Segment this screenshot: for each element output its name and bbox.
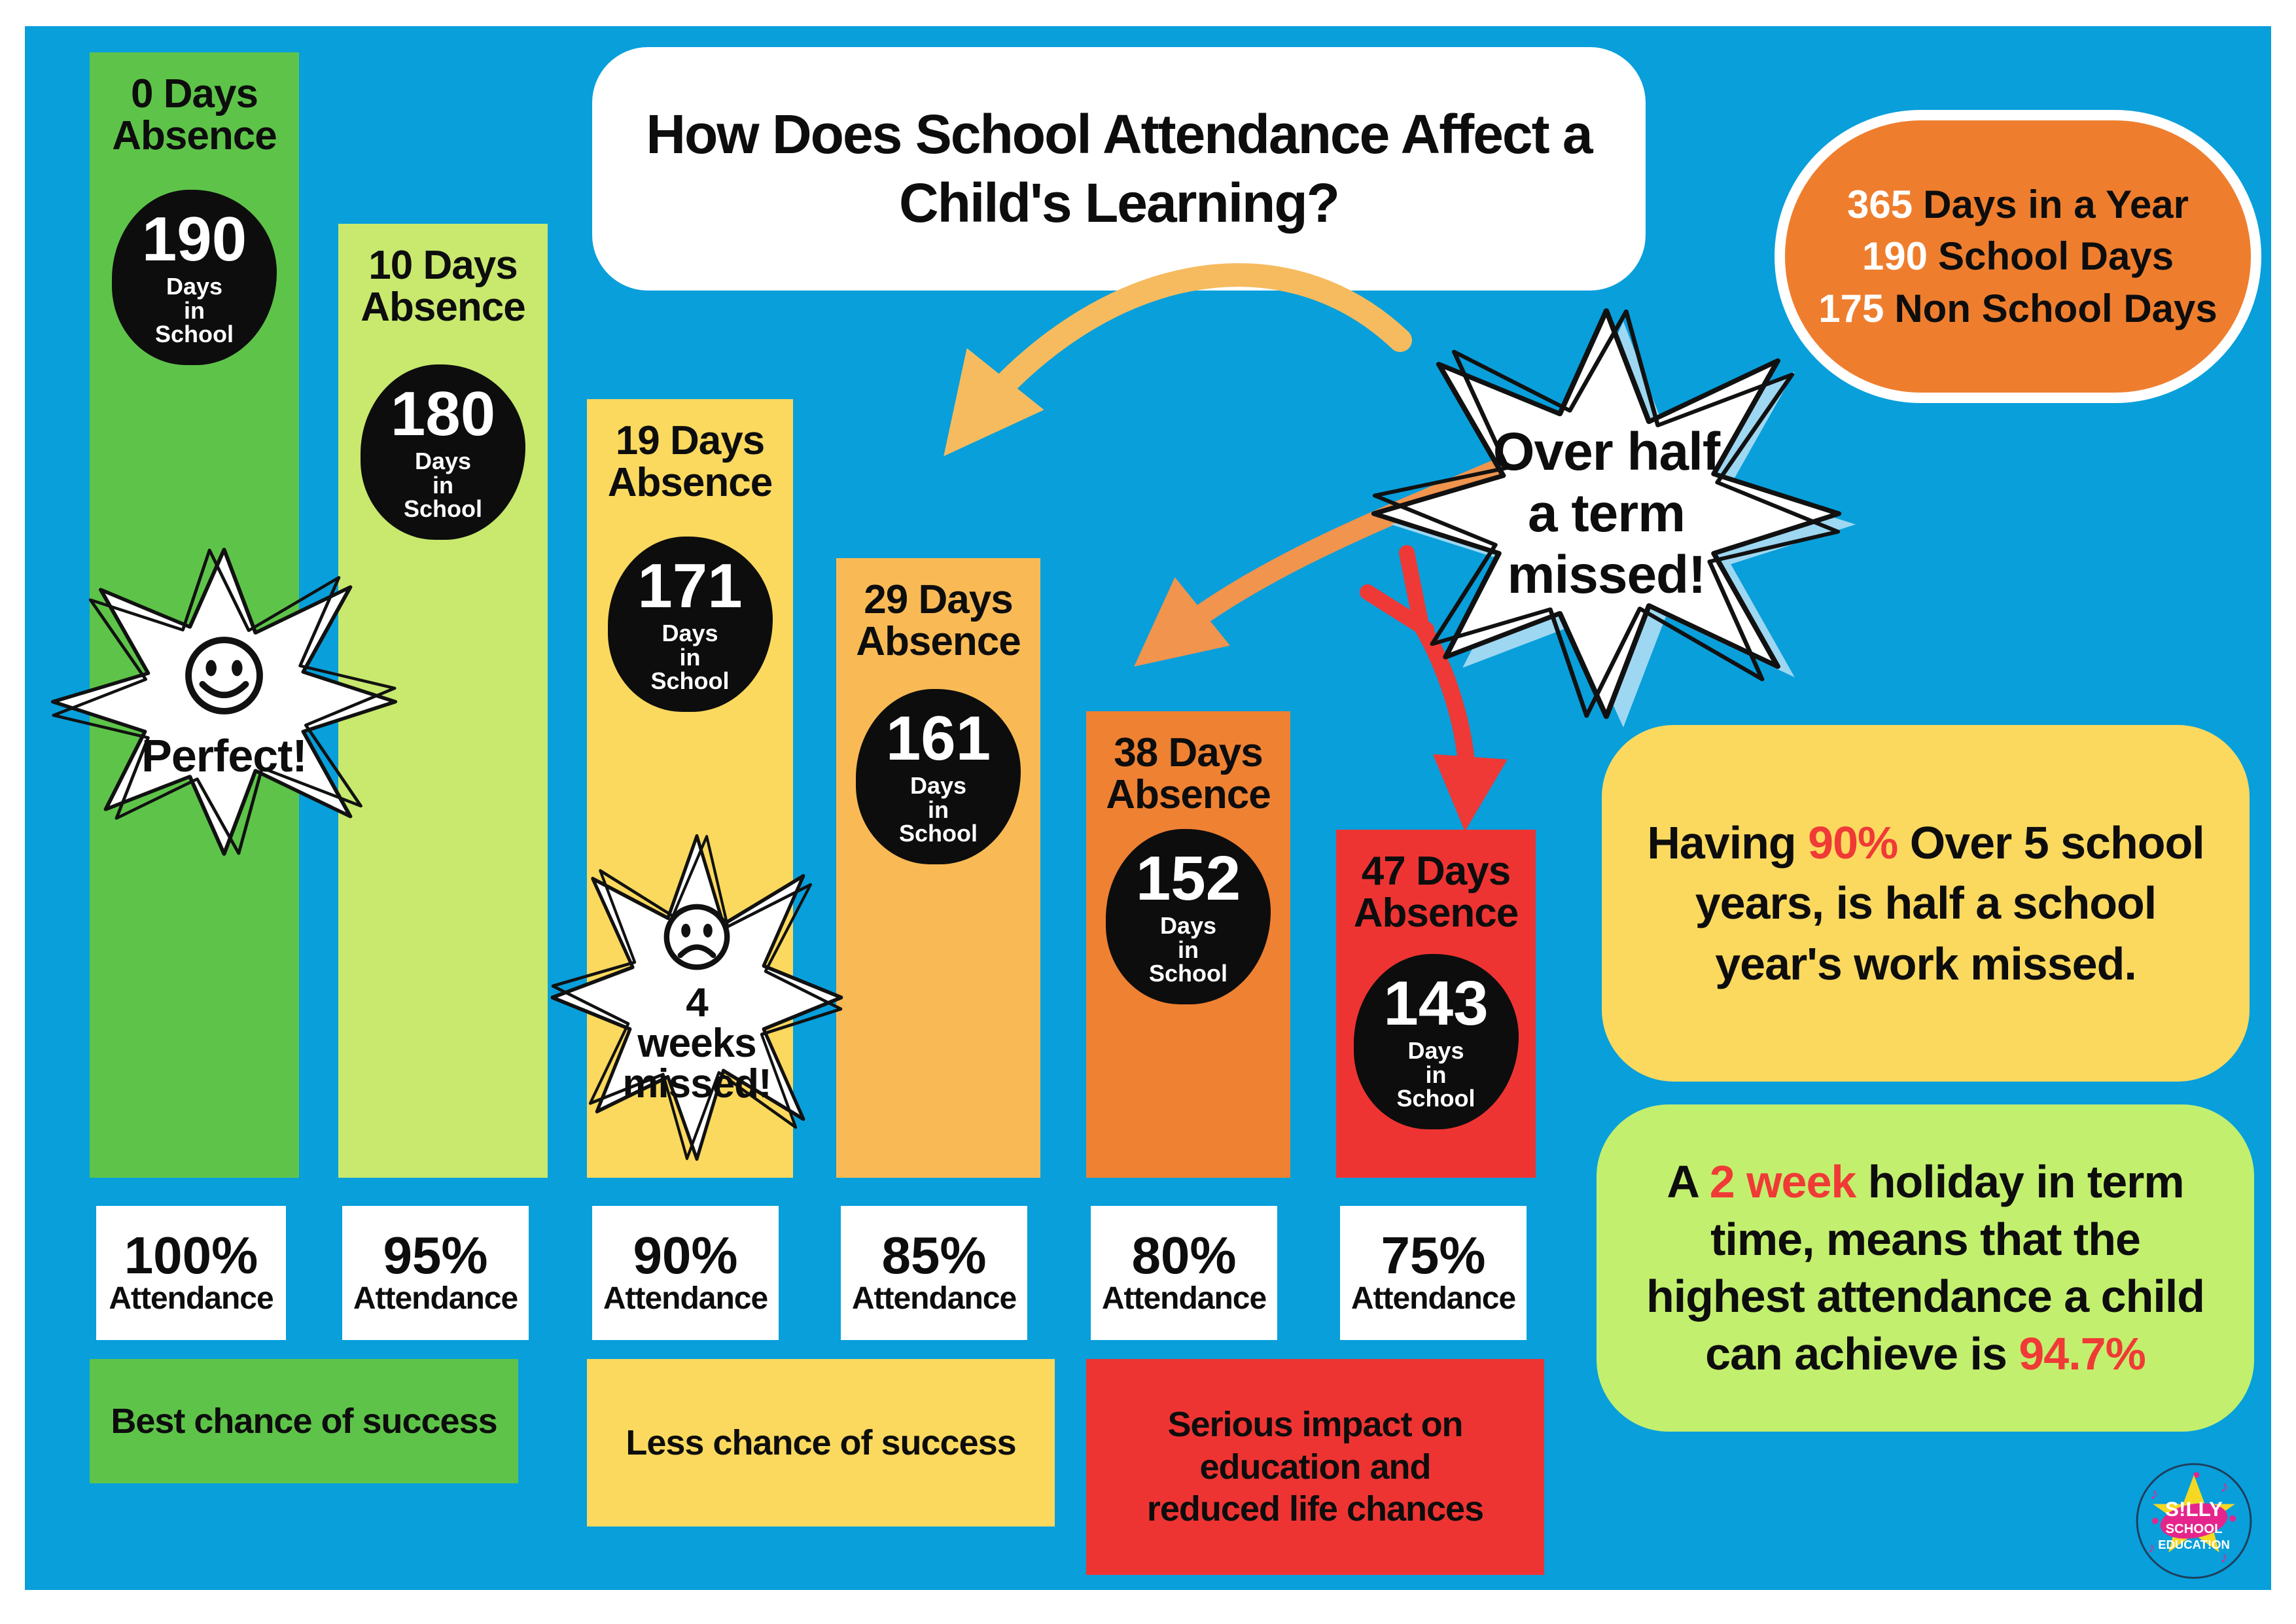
attendance-value: 85% — [881, 1226, 987, 1285]
bar-29-days-absence: 29 Days Absence 161 Days in School — [836, 558, 1040, 1178]
year-summary-row: 175 Non School Days — [1818, 283, 2217, 334]
happy-face-icon — [185, 637, 263, 715]
year-days-value: 365 — [1847, 183, 1913, 227]
bar-absence-label: 47 Days Absence — [1353, 849, 1519, 936]
category-serious-impact: Serious impact on education and reduced … — [1086, 1359, 1544, 1575]
days-in-school-value: 190 — [141, 203, 247, 274]
attendance-label: Attendance — [603, 1281, 768, 1316]
logo-splat — [2160, 1503, 2228, 1539]
days-in-school-badge: 143 Days in School — [1353, 954, 1519, 1129]
attendance-value: 75% — [1381, 1226, 1486, 1285]
attendance-label: Attendance — [851, 1281, 1017, 1316]
attendance-box-80: 80% Attendance — [1091, 1206, 1277, 1340]
music-note-icon: ♪ — [2221, 1478, 2229, 1496]
perfect-label: Perfect! — [141, 730, 308, 781]
days-in-school-value: 171 — [637, 550, 743, 621]
star-sketch-outline — [551, 834, 843, 1161]
days-in-school-badge: 171 Days in School — [607, 537, 773, 712]
non-school-days-value: 175 — [1818, 286, 1884, 330]
attendance-value: 100% — [124, 1226, 258, 1285]
star-sketch-outline — [1372, 309, 1841, 718]
days-in-school-value: 161 — [885, 703, 991, 773]
bar-47-days-absence: 47 Days Absence 143 Days in School — [1336, 830, 1536, 1178]
days-in-school-badge: 161 Days in School — [856, 689, 1021, 864]
four-weeks-missed-content: 4 weeks missed! — [546, 826, 847, 1169]
category-less-chance: Less chance of success — [587, 1359, 1055, 1527]
note-90-percent-text: Having 90% Over 5 school years, is half … — [1647, 817, 2204, 989]
days-in-school-label: Days in School — [154, 272, 234, 348]
year-days-label: Days in a Year — [1923, 183, 2189, 227]
music-note-icon: ♪ — [2150, 1485, 2158, 1503]
attendance-value: 90% — [633, 1226, 738, 1285]
bar-absence-label: 19 Days Absence — [607, 418, 773, 506]
half-term-missed-star: Over half a term missed! — [1364, 298, 1856, 730]
attendance-label: Attendance — [109, 1281, 274, 1316]
perfect-star: Perfect! — [46, 540, 402, 864]
attendance-box-90: 90% Attendance — [592, 1206, 779, 1340]
non-school-days-label: Non School Days — [1894, 286, 2217, 330]
attendance-box-100: 100% Attendance — [96, 1206, 286, 1340]
logo-line-2: SCHOOL — [2165, 1522, 2222, 1536]
days-in-school-label: Days in School — [403, 447, 482, 523]
bar-38-days-absence: 38 Days Absence 152 Days in School — [1086, 711, 1290, 1178]
star-burst — [1371, 308, 1842, 719]
bar-absence-label: 29 Days Absence — [856, 577, 1021, 665]
days-in-school-badge: 190 Days in School — [112, 190, 277, 365]
attendance-label: Attendance — [353, 1281, 518, 1316]
days-in-school-value: 152 — [1135, 843, 1241, 913]
music-note-icon: ♪ — [2221, 1549, 2228, 1565]
page-title: How Does School Attendance Affect a Chil… — [592, 47, 1646, 291]
days-in-school-badge: 152 Days in School — [1106, 829, 1271, 1004]
silly-school-education-logo: ♪ ♪ ♪ ♪ S!LLY SCHOOL EDUCAT!ON — [2132, 1460, 2256, 1581]
attendance-label: Attendance — [1101, 1281, 1267, 1316]
days-in-school-value: 180 — [390, 378, 496, 449]
days-in-school-badge: 180 Days in School — [361, 364, 525, 540]
category-best-chance: Best chance of success — [90, 1359, 518, 1483]
star-burst — [550, 834, 843, 1161]
bar-10-days-absence: 10 Days Absence 180 Days in School — [338, 224, 548, 1178]
days-in-school-label: Days in School — [650, 619, 730, 695]
attendance-label: Attendance — [1351, 1281, 1516, 1316]
note-2-week-holiday-text: A 2 week holiday in term time, means tha… — [1646, 1156, 2205, 1379]
attendance-value: 95% — [383, 1226, 488, 1285]
attendance-box-75: 75% Attendance — [1340, 1206, 1527, 1340]
note-2-week-holiday: A 2 week holiday in term time, means tha… — [1597, 1104, 2254, 1432]
half-term-missed-text: Over half a term missed! — [1492, 421, 1720, 605]
highlight-90: 90% — [1808, 817, 1898, 868]
bar-absence-label: 38 Days Absence — [1106, 730, 1271, 818]
perfect-star-content: Perfect! — [46, 540, 402, 864]
logo-line-3: EDUCAT!ON — [2158, 1538, 2230, 1551]
four-weeks-missed-star: 4 weeks missed! — [546, 826, 847, 1169]
year-summary-row: 365 Days in a Year — [1847, 179, 2189, 230]
bar-absence-label: 0 Days Absence — [112, 71, 277, 159]
attendance-box-95: 95% Attendance — [342, 1206, 529, 1340]
year-summary-row: 190 School Days — [1862, 230, 2174, 282]
school-days-value: 190 — [1862, 234, 1928, 279]
days-in-school-label: Days in School — [1396, 1036, 1475, 1112]
school-days-label: School Days — [1937, 234, 2174, 279]
star-sketch-outline — [52, 548, 397, 855]
attendance-box-85: 85% Attendance — [841, 1206, 1027, 1340]
note-90-percent: Having 90% Over 5 school years, is half … — [1602, 725, 2250, 1082]
music-note-icon: ♪ — [2148, 1540, 2155, 1556]
days-in-school-label: Days in School — [898, 771, 978, 847]
bar-absence-label: 10 Days Absence — [361, 243, 525, 330]
logo-line-1: S!LLY — [2165, 1498, 2223, 1521]
days-in-school-value: 143 — [1383, 968, 1489, 1038]
highlight-94-7: 94.7% — [2019, 1328, 2146, 1379]
attendance-value: 80% — [1131, 1226, 1237, 1285]
sad-face-icon — [663, 904, 730, 970]
highlight-2-week: 2 week — [1709, 1156, 1857, 1207]
days-in-school-label: Days in School — [1148, 911, 1227, 987]
